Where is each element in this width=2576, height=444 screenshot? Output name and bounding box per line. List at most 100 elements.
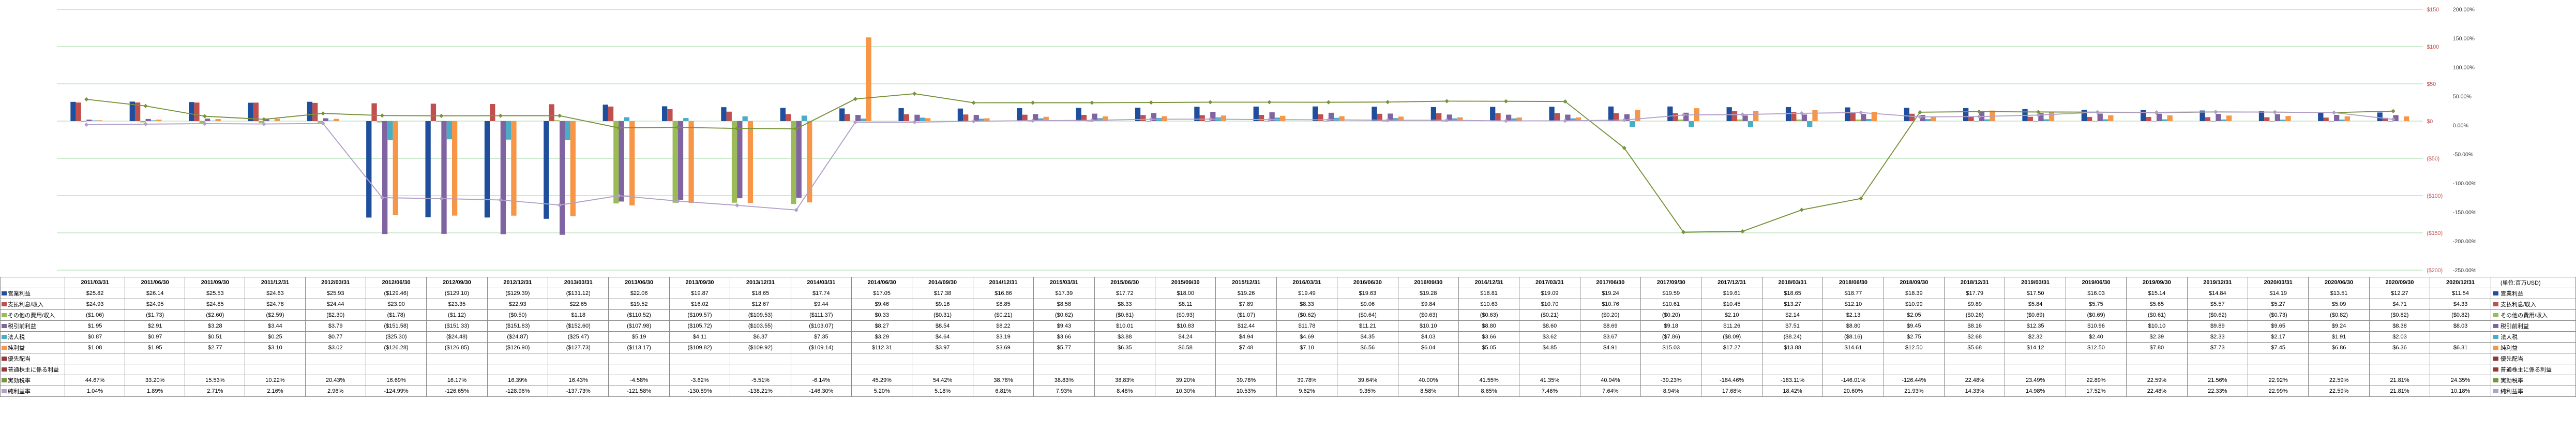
series-label: 税引前利益 [1,321,65,332]
data-cell: ($0.20) [1641,310,1701,321]
data-cell: $16.03 [2066,288,2126,299]
data-cell: 9.62% [1276,386,1337,397]
period-header: 2018/12/31 [1945,277,2005,288]
period-header: 2011/06/30 [125,277,185,288]
data-cell [973,364,1033,375]
period-header: 2011/09/30 [185,277,245,288]
data-cell [1762,353,1822,364]
data-cell: ($0.93) [1155,310,1215,321]
period-header: 2014/03/31 [791,277,851,288]
data-cell: 21.81% [2369,375,2430,386]
data-cell: $0.87 [65,332,125,343]
series-label-right: 法人税 [2491,332,2576,343]
data-cell: $18.77 [1823,288,1884,299]
data-cell: $9.46 [852,299,912,310]
data-cell: 54.42% [912,375,973,386]
data-cell [912,364,973,375]
data-cell: $22.06 [609,288,669,299]
svg-text:($50): ($50) [2427,156,2439,162]
period-header: 2016/03/31 [1276,277,1337,288]
data-cell: $9.18 [1641,321,1701,332]
data-cell: ($107.98) [609,321,669,332]
data-cell: ($152.60) [548,321,609,332]
data-cell: $12.67 [730,299,791,310]
data-cell: ($0.21) [973,310,1033,321]
data-cell: 45.29% [852,375,912,386]
data-cell: 2.71% [185,386,245,397]
data-cell: $17.27 [1701,343,1762,353]
data-cell: $10.63 [1458,299,1519,310]
data-cell: $5.57 [2187,299,2248,310]
svg-text:($150): ($150) [2427,230,2443,236]
data-cell: 1.89% [125,386,185,397]
data-cell [2066,364,2126,375]
data-cell [305,353,366,364]
data-cell: $17.79 [1945,288,2005,299]
data-cell [1155,364,1215,375]
data-cell: ($0.31) [912,310,973,321]
data-cell [427,364,487,375]
data-cell [730,353,791,364]
data-cell: 1.04% [65,386,125,397]
data-cell: 40.00% [1398,375,1458,386]
data-cell: $11.26 [1701,321,1762,332]
data-cell: ($126.85) [427,343,487,353]
series-label: 支払利息/収入 [1,299,65,310]
data-cell: $18.65 [730,288,791,299]
data-cell: 38.78% [973,375,1033,386]
data-cell: 33.20% [125,375,185,386]
combo-chart: ($200)($150)($100)($50)$0$50$100$150-250… [57,5,2498,274]
series-label: 実効税率 [1,375,65,386]
data-cell: $4.11 [669,332,730,343]
data-cell [2127,353,2187,364]
data-cell: $10.83 [1155,321,1215,332]
data-cell [852,353,912,364]
data-cell [609,353,669,364]
data-cell: ($0.64) [1337,310,1398,321]
data-cell: $24.93 [65,299,125,310]
data-cell: $17.74 [791,288,851,299]
data-cell: $6.36 [2369,343,2430,353]
data-cell: $10.96 [2066,321,2126,332]
data-cell: $7.10 [1276,343,1337,353]
data-cell: $2.91 [125,321,185,332]
data-cell: 16.43% [548,375,609,386]
data-cell [2005,353,2066,364]
series-label-right: 税引前利益 [2491,321,2576,332]
period-header: 2018/09/30 [1884,277,1944,288]
data-cell: 40.94% [1580,375,1640,386]
data-cell: $0.97 [125,332,185,343]
data-cell: ($151.83) [487,321,548,332]
series-label-right: 営業利益 [2491,288,2576,299]
data-cell: $19.87 [669,288,730,299]
data-cell [2187,353,2248,364]
data-cell [366,364,426,375]
period-header: 2014/06/30 [852,277,912,288]
data-cell: $25.53 [185,288,245,299]
data-cell: $4.69 [1276,332,1337,343]
period-header: 2012/06/30 [366,277,426,288]
series-label-right: 支払利息/収入 [2491,299,2576,310]
data-cell: $9.16 [912,299,973,310]
data-cell [1641,364,1701,375]
data-cell: $14.19 [2248,288,2309,299]
data-cell [973,353,1033,364]
period-header: 2020/06/30 [2309,277,2369,288]
data-cell: 20.60% [1823,386,1884,397]
period-header: 2013/09/30 [669,277,730,288]
data-cell: $6.37 [730,332,791,343]
data-cell [912,353,973,364]
period-header: 2016/09/30 [1398,277,1458,288]
data-cell: $17.72 [1094,288,1155,299]
data-cell [1945,364,2005,375]
svg-text:($200): ($200) [2427,268,2443,274]
data-cell: $3.97 [912,343,973,353]
data-cell [2309,353,2369,364]
svg-text:$100: $100 [2427,44,2439,50]
data-cell [2248,353,2309,364]
data-cell: $2.05 [1884,310,1944,321]
data-cell: -124.99% [366,386,426,397]
data-cell [1337,353,1398,364]
data-cell: $7.89 [1216,299,1276,310]
data-cell: 14.98% [2005,386,2066,397]
